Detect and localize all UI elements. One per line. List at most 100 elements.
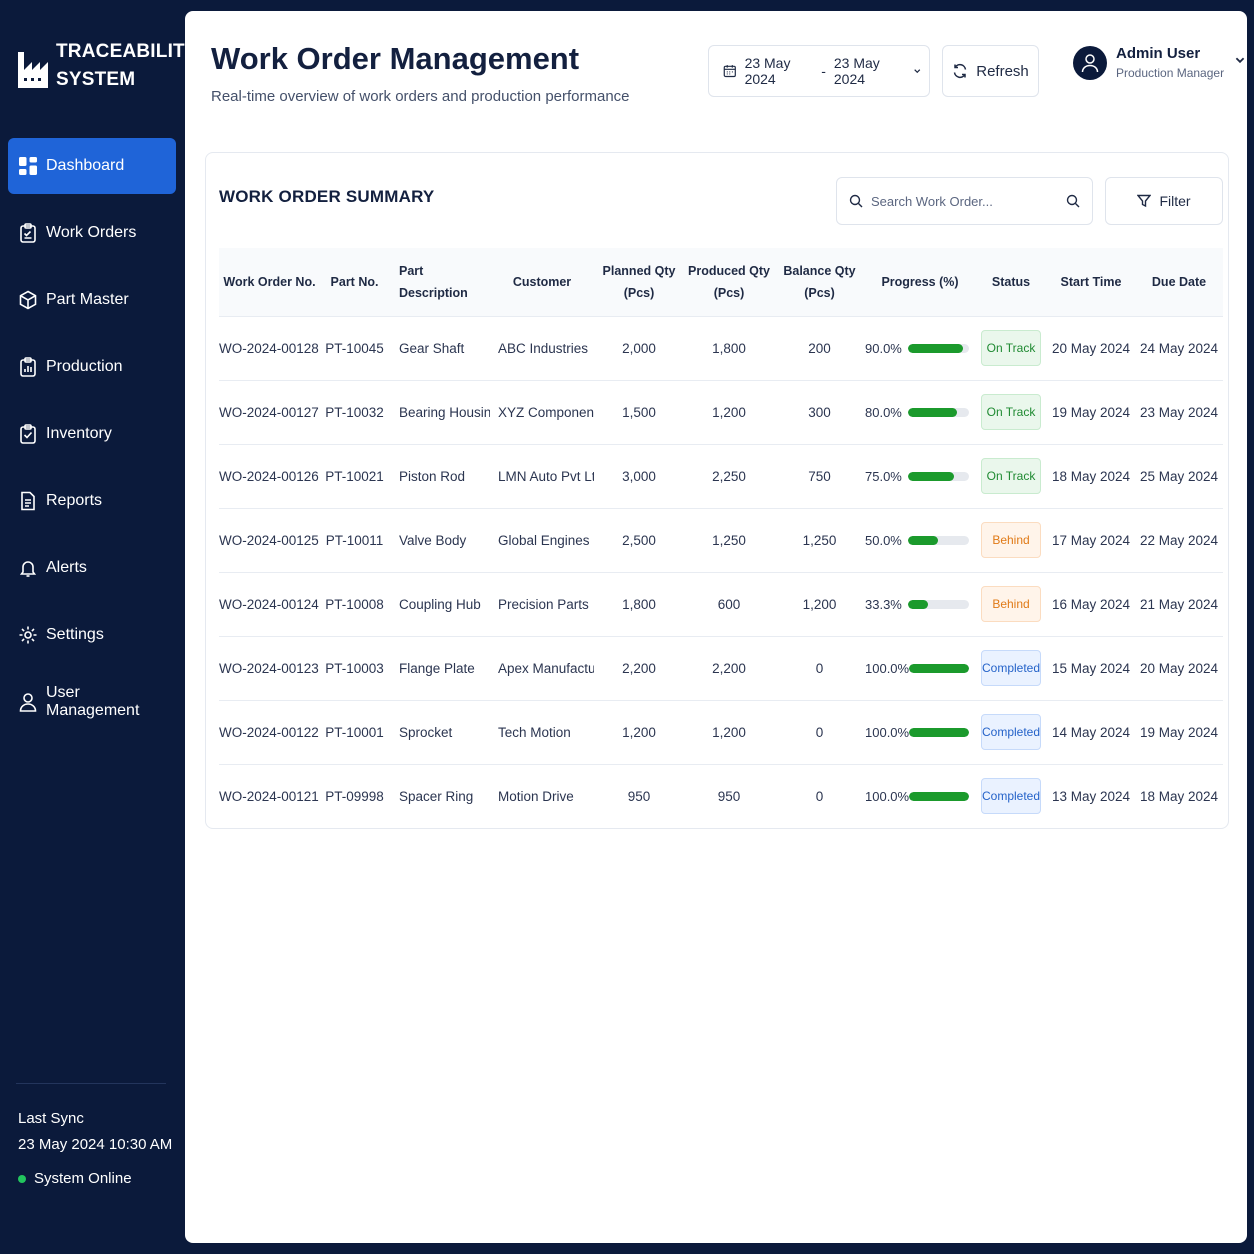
cell-work-order-no[interactable]: WO-2024-00122	[219, 724, 319, 740]
cell-planned-qty: 950	[627, 788, 651, 804]
search-submit-icon[interactable]	[1066, 194, 1080, 208]
user-icon	[19, 693, 37, 712]
page-subtitle: Real-time overview of work orders and pr…	[211, 88, 630, 105]
sidebar-item-reports[interactable]: Reports	[8, 473, 176, 529]
cell-status: Behind	[975, 572, 1047, 636]
table-row[interactable]: WO-2024-00123 PT-10003 Flange Plate Apex Ma…	[219, 636, 1223, 700]
date-from: 23 May 2024	[744, 55, 791, 87]
filter-button[interactable]: Filter	[1105, 177, 1223, 225]
search-box	[836, 177, 1093, 225]
sidebar-item-dashboard[interactable]: Dashboard	[8, 138, 176, 194]
col-progress[interactable]: Progress (%)	[865, 248, 975, 317]
cell-part-description: Coupling Hub	[399, 596, 481, 612]
col-status[interactable]: Status	[975, 248, 1047, 317]
cell-work-order-no[interactable]: WO-2024-00126	[219, 468, 319, 484]
dashboard-icon	[19, 157, 37, 175]
date-separator: -	[821, 63, 826, 79]
cell-customer: LMN Auto Pvt Ltd	[498, 468, 594, 484]
cell-start-time: 15 May 2024	[1051, 660, 1131, 676]
chevron-down-icon	[913, 69, 920, 74]
cell-work-order-no[interactable]: WO-2024-00127	[219, 404, 319, 420]
work-order-summary-card: WORK ORDER SUMMARY Filter Work Order No.…	[205, 152, 1229, 829]
col-produced-qty[interactable]: Produced Qty (Pcs)	[684, 248, 774, 317]
table-row[interactable]: WO-2024-00121 PT-09998 Spacer Ring Motion D…	[219, 764, 1223, 828]
col-planned-qty[interactable]: Planned Qty (Pcs)	[594, 248, 684, 317]
cell-status: Completed	[975, 700, 1047, 764]
brand: TRACEABILITY SYSTEM	[16, 38, 198, 94]
progress-value: 80.0%	[865, 404, 902, 420]
status-badge: On Track	[981, 458, 1041, 494]
cell-work-order-no[interactable]: WO-2024-00128	[219, 340, 319, 356]
cell-work-order-no[interactable]: WO-2024-00121	[219, 788, 319, 804]
cell-balance-qty: 300	[808, 404, 831, 420]
sidebar-item-alerts[interactable]: Alerts	[8, 540, 176, 596]
search-icon	[849, 194, 863, 208]
progress-bar-fill	[909, 791, 969, 801]
brand-line-2: SYSTEM	[56, 69, 136, 90]
cell-part-no: PT-10032	[325, 404, 384, 420]
table-row[interactable]: WO-2024-00127 PT-10032 Bearing Housing XYZ …	[219, 380, 1223, 444]
col-work-order-no[interactable]: Work Order No.	[219, 248, 320, 317]
col-produced-qty-l1: Produced Qty	[688, 263, 770, 278]
table-row[interactable]: WO-2024-00125 PT-10011 Valve Body Global En…	[219, 508, 1223, 572]
date-to: 23 May 2024	[833, 55, 880, 87]
cell-start-time: 16 May 2024	[1051, 596, 1131, 612]
page-title: Work Order Management	[211, 41, 580, 76]
status-badge: Completed	[981, 650, 1041, 686]
col-part-no[interactable]: Part No.	[320, 248, 389, 317]
user-menu[interactable]: Admin User Production Manager	[1073, 45, 1246, 80]
report-icon	[21, 491, 35, 511]
sidebar-item-production[interactable]: Production	[8, 339, 176, 395]
col-due-date[interactable]: Due Date	[1135, 248, 1223, 317]
col-start-time[interactable]: Start Time	[1047, 248, 1135, 317]
refresh-icon	[953, 63, 967, 79]
cell-customer: Tech Motion	[498, 724, 571, 740]
refresh-button[interactable]: Refresh	[942, 45, 1039, 97]
col-balance-qty[interactable]: Balance Qty (Pcs)	[774, 248, 865, 317]
filter-label: Filter	[1159, 193, 1191, 209]
progress-bar-fill	[907, 599, 929, 609]
cell-progress: 100.0%	[865, 700, 975, 764]
sidebar-item-settings[interactable]: Settings	[8, 607, 176, 663]
table-row[interactable]: WO-2024-00126 PT-10021 Piston Rod LMN Auto …	[219, 444, 1223, 508]
progress-bar-fill	[907, 343, 963, 353]
sidebar-item-user-management[interactable]: User Management	[8, 674, 176, 730]
table-row[interactable]: WO-2024-00124 PT-10008 Coupling Hub Precisi…	[219, 572, 1223, 636]
sidebar-item-inventory[interactable]: Inventory	[8, 406, 176, 462]
cell-customer: Global Engines	[498, 532, 590, 548]
cell-progress: 100.0%	[865, 764, 975, 828]
progress-bar	[907, 343, 969, 353]
cell-work-order-no[interactable]: WO-2024-00124	[219, 596, 319, 612]
table-row[interactable]: WO-2024-00128 PT-10045 Gear Shaft ABC Indus…	[219, 316, 1223, 380]
progress-bar-fill	[907, 471, 954, 481]
col-produced-qty-l2: (Pcs)	[713, 285, 745, 300]
search-input[interactable]	[871, 193, 1066, 209]
system-status: System Online	[18, 1170, 132, 1187]
cell-status: Behind	[975, 508, 1047, 572]
cell-due-date: 22 May 2024	[1139, 532, 1219, 548]
inventory-icon	[20, 424, 36, 444]
sidebar-item-label: User Management	[46, 684, 140, 719]
cell-balance-qty: 0	[815, 788, 824, 804]
sidebar-nav: Dashboard Work Orders Part Master Produc…	[8, 138, 176, 741]
sidebar-item-work-orders[interactable]: Work Orders	[8, 205, 176, 261]
col-customer[interactable]: Customer	[490, 248, 594, 317]
sidebar-item-label: Alerts	[46, 559, 87, 576]
cell-work-order-no[interactable]: WO-2024-00123	[219, 660, 319, 676]
cell-customer: XYZ Components	[498, 404, 594, 420]
cell-progress: 100.0%	[865, 636, 975, 700]
sidebar-item-part-master[interactable]: Part Master	[8, 272, 176, 328]
cell-planned-qty: 3,000	[622, 468, 656, 484]
gear-icon	[19, 626, 37, 644]
col-part-description[interactable]: Part Description	[389, 248, 490, 317]
cell-work-order-no[interactable]: WO-2024-00125	[219, 532, 319, 548]
date-range-picker[interactable]: 23 May 2024 - 23 May 2024	[708, 45, 930, 97]
cell-progress: 75.0%	[865, 444, 975, 508]
cell-part-description: Spacer Ring	[399, 788, 474, 804]
cell-due-date: 25 May 2024	[1139, 468, 1219, 484]
cell-planned-qty: 1,800	[622, 596, 656, 612]
cell-due-date: 19 May 2024	[1139, 724, 1219, 740]
status-badge: On Track	[981, 394, 1041, 430]
cell-part-no: PT-09998	[325, 788, 384, 804]
table-row[interactable]: WO-2024-00122 PT-10001 Sprocket Tech Motion…	[219, 700, 1223, 764]
